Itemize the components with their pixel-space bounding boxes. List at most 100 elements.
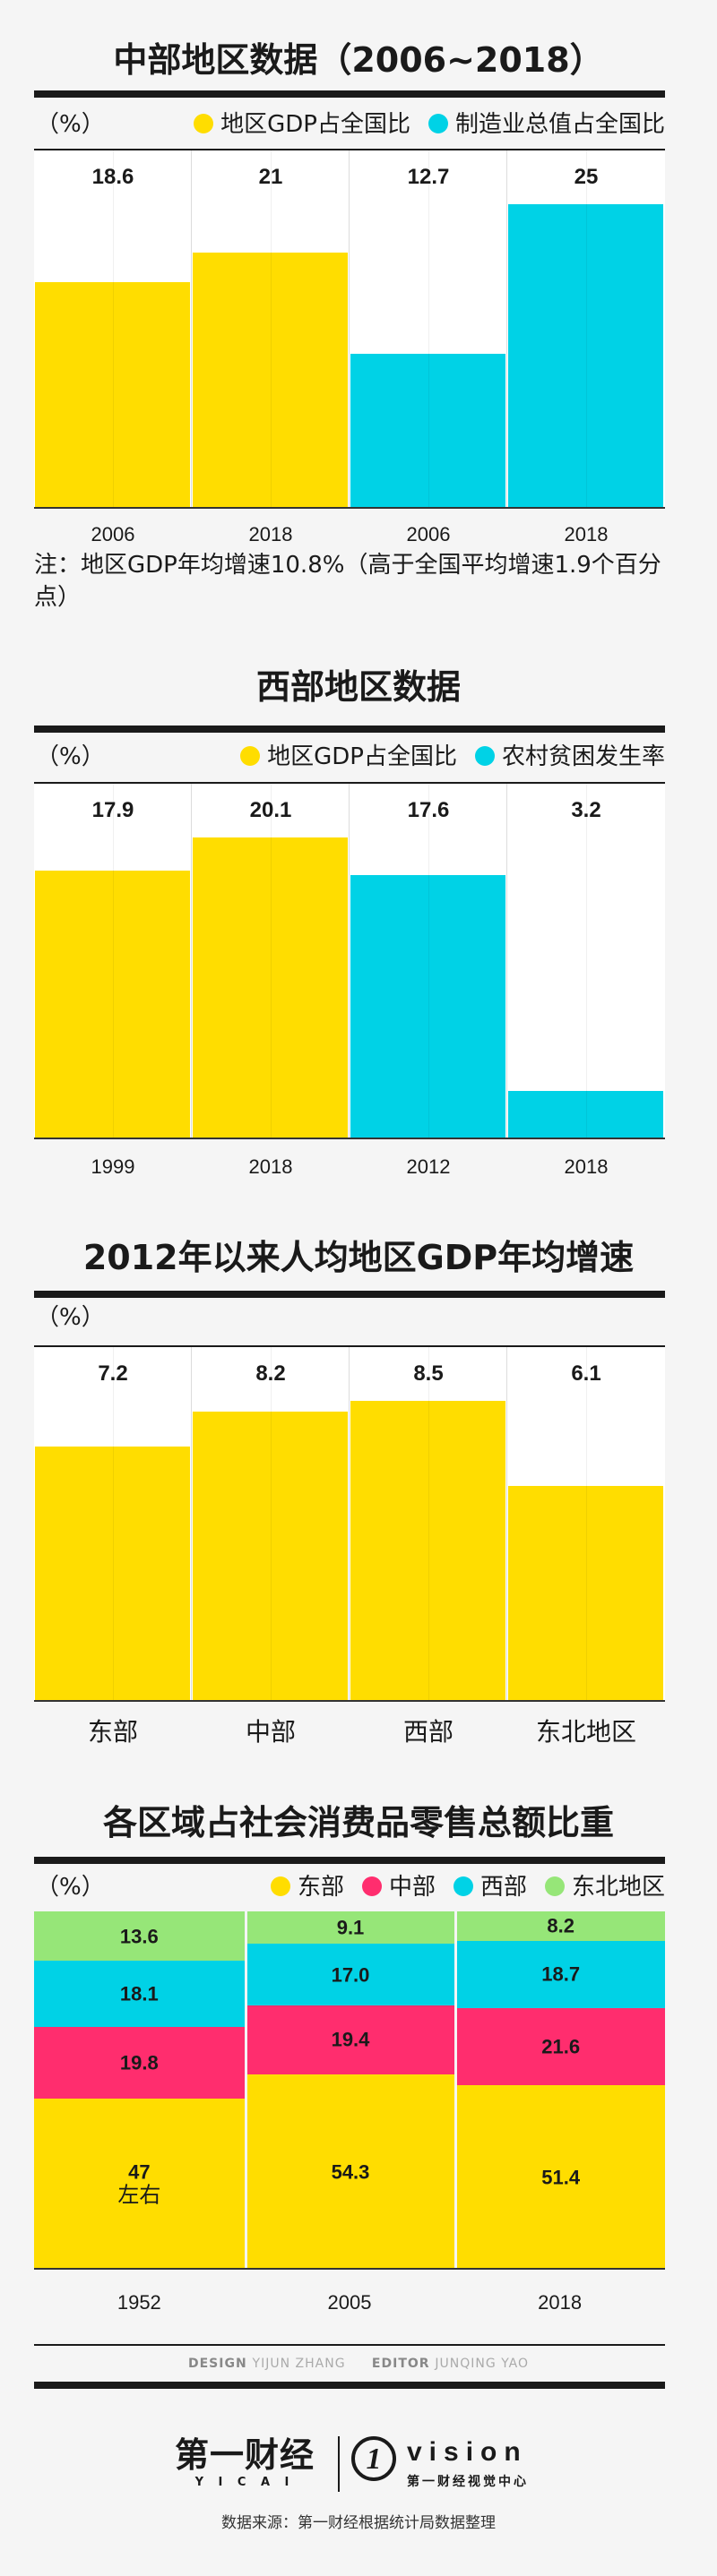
x-tick-label: 2006 bbox=[406, 523, 451, 545]
bar bbox=[350, 874, 505, 1139]
column-divider bbox=[506, 1347, 507, 1702]
bar-value-label: 12.7 bbox=[407, 165, 450, 189]
bar bbox=[193, 253, 348, 509]
bar bbox=[350, 354, 505, 509]
designer-name: YIJUN ZHANG bbox=[252, 2357, 346, 2371]
x-tick-label: 2006 bbox=[91, 523, 135, 545]
x-tick-label: 2018 bbox=[564, 523, 609, 545]
chart4-plot: 47 左右 19.8 18.1 13.6 54.3 19.4 17.0 9.1 51.4 21.6 1… bbox=[34, 1911, 665, 2270]
vision-logo-mark: 1 bbox=[351, 2436, 396, 2481]
segment-sublabel: 左右 bbox=[117, 2182, 161, 2208]
x-tick-label: 2005 bbox=[327, 2291, 372, 2314]
column-center-line bbox=[428, 150, 429, 509]
stack-segment-label: 8.2 bbox=[547, 1915, 574, 1937]
chart2-title-rule bbox=[34, 726, 665, 733]
column-center-line bbox=[428, 1347, 429, 1702]
chart1-title-rule bbox=[34, 90, 665, 98]
stack-segment bbox=[34, 1911, 245, 1962]
chart2-title: 西部地区数据 bbox=[255, 667, 461, 707]
chart1-legend-swatch bbox=[428, 114, 448, 133]
credits-bottom-rule bbox=[34, 2382, 665, 2389]
vision-logo-text: vision bbox=[407, 2437, 528, 2467]
yicai-logo: 第一财经 Y I C A I bbox=[168, 2438, 321, 2489]
chart4-title-rule bbox=[34, 1857, 665, 1864]
design-label: DESIGN bbox=[187, 2357, 247, 2371]
stack-segment bbox=[457, 1940, 665, 2008]
chart4-legend-swatch bbox=[361, 1876, 382, 1896]
chart1-legend-item: 制造业总值占全国比 bbox=[428, 113, 665, 136]
chart1-plot: 18.6 21 12.7 25 bbox=[34, 150, 665, 509]
segment-value: 54.3 bbox=[331, 2160, 370, 2184]
column-center-line bbox=[586, 1347, 587, 1702]
column-center-line bbox=[271, 784, 272, 1139]
chart2-plot: 17.9 20.1 17.6 3.2 bbox=[34, 784, 665, 1139]
bar bbox=[508, 1485, 663, 1702]
chart2-legend-swatch bbox=[240, 746, 261, 766]
bar bbox=[35, 1447, 190, 1702]
chart2-unit: （%） bbox=[36, 743, 105, 770]
chart2-legend: （%） 地区GDP占全国比 农村贫困发生率 bbox=[34, 745, 665, 772]
column-divider bbox=[349, 784, 350, 1139]
chart4-legend-item: 西部 bbox=[453, 1876, 527, 1899]
segment-value: 51.4 bbox=[541, 2166, 581, 2189]
x-tick-label: 1952 bbox=[117, 2291, 161, 2314]
chart1-legend-label: 制造业总值占全国比 bbox=[454, 111, 665, 138]
x-tick-label: 1999 bbox=[91, 1155, 135, 1178]
bar-value-label: 18.6 bbox=[91, 165, 134, 189]
x-tick-label: 2018 bbox=[248, 523, 293, 545]
chart4-legend-label: 东部 bbox=[297, 1874, 344, 1901]
credits-top-rule bbox=[34, 2344, 665, 2346]
chart4-legend-swatch bbox=[544, 1876, 565, 1896]
x-axis-line bbox=[34, 1138, 665, 1139]
chart1-legend-swatch bbox=[194, 114, 214, 133]
chart1-legend-items: 地区GDP占全国比 制造业总值占全国比 bbox=[176, 113, 665, 136]
bar bbox=[193, 1411, 348, 1702]
chart3-title: 2012年以来人均地区GDP年均增速 bbox=[82, 1238, 635, 1277]
chart4-title: 各区域占社会消费品零售总额比重 bbox=[102, 1803, 614, 1842]
x-axis-line bbox=[34, 1700, 665, 1702]
chart3-legend: （%） bbox=[34, 1306, 665, 1333]
column-center-line bbox=[586, 150, 587, 509]
segment-value: 21.6 bbox=[541, 2035, 581, 2058]
chart3-unit: （%） bbox=[36, 1304, 105, 1331]
column-divider bbox=[506, 150, 507, 509]
x-tick-label: 西部 bbox=[402, 1717, 454, 1747]
chart4-legend: （%） 东部 中部 西部 东北地区 bbox=[34, 1876, 665, 1902]
bar-value-label: 6.1 bbox=[571, 1361, 601, 1386]
column-center-line bbox=[586, 784, 587, 1139]
column-divider bbox=[191, 150, 192, 509]
bar-value-label: 17.6 bbox=[407, 798, 450, 822]
bar-value-label: 8.2 bbox=[255, 1361, 286, 1386]
chart4-legend-items: 东部 中部 西部 东北地区 bbox=[253, 1876, 665, 1899]
vision-logo: 1 vision 第一财经视觉中心 bbox=[351, 2436, 557, 2494]
segment-value: 17.0 bbox=[331, 1962, 370, 1986]
chart4-legend-item: 东部 bbox=[270, 1874, 344, 1901]
bar bbox=[350, 1401, 505, 1702]
editor-label: EDITOR bbox=[371, 2357, 430, 2371]
x-tick-label: 2018 bbox=[564, 1155, 609, 1178]
vision-logo-numeral: 1 bbox=[366, 2443, 382, 2476]
x-tick-label: 中部 bbox=[245, 1717, 297, 1747]
chart4-unit: （%） bbox=[36, 1874, 105, 1901]
bar-value-label: 20.1 bbox=[249, 798, 292, 822]
x-axis-line bbox=[34, 2268, 665, 2270]
stack-segment-label: 19.8 bbox=[120, 2051, 159, 2074]
chart2-legend-items: 地区GDP占全国比 农村贫困发生率 bbox=[222, 745, 665, 769]
segment-value: 47 bbox=[128, 2160, 151, 2184]
column-divider bbox=[349, 1347, 350, 1702]
stack-segment bbox=[246, 1944, 455, 2005]
column-center-line bbox=[428, 784, 429, 1139]
segment-value: 18.1 bbox=[119, 1982, 159, 2005]
segment-value: 9.1 bbox=[336, 1916, 365, 1939]
stack-segment bbox=[34, 2026, 245, 2099]
bar-value-label: 7.2 bbox=[98, 1361, 128, 1386]
stack-segment bbox=[457, 2085, 665, 2270]
stack-segment bbox=[246, 2005, 455, 2075]
chart3-top-rule bbox=[34, 1345, 665, 1347]
column-center-line bbox=[113, 784, 114, 1139]
stack-segment-label: 18.7 bbox=[541, 1963, 580, 1986]
bar bbox=[508, 1091, 663, 1139]
stack-segment bbox=[457, 1911, 665, 1941]
chart4-legend-item: 东北地区 bbox=[544, 1876, 665, 1899]
logo-divider bbox=[338, 2436, 340, 2492]
